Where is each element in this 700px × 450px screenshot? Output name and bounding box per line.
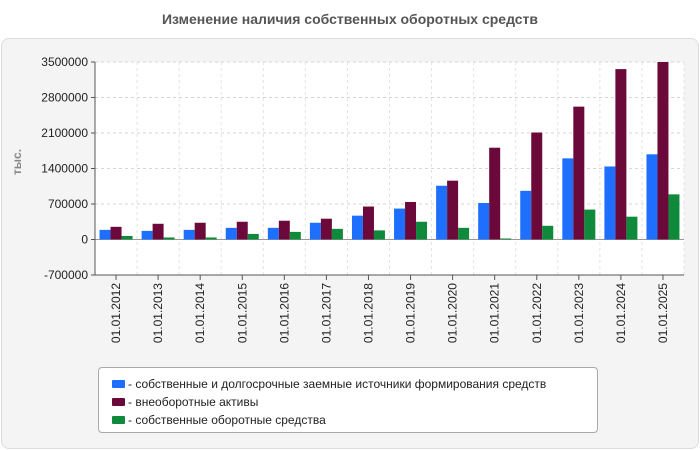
- x-tick-label: 01.01.2023: [572, 283, 586, 343]
- x-tick-label: 01.01.2014: [193, 283, 207, 343]
- bar: [668, 194, 680, 240]
- bar: [236, 221, 248, 240]
- legend-swatch-sources: [112, 380, 125, 388]
- legend-label-sources: -: [128, 377, 136, 391]
- bar: [416, 221, 428, 240]
- bar: [247, 233, 259, 240]
- legend-text-working-capital: собственные оборотные средства: [135, 413, 326, 427]
- bar: [520, 190, 532, 240]
- bar: [141, 230, 153, 240]
- bar: [447, 180, 459, 240]
- legend-text-sources: собственные и долгосрочные заемные источ…: [135, 377, 547, 391]
- y-tick-label: 2100000: [41, 126, 88, 140]
- y-tick-label: 700000: [48, 197, 88, 211]
- bar: [489, 147, 501, 240]
- bar: [320, 218, 332, 240]
- bar: [573, 106, 585, 240]
- bar: [278, 220, 290, 240]
- bar: [436, 185, 448, 240]
- legend-item-sources: - собственные и долгосрочные заемные ист…: [99, 375, 597, 393]
- bar: [562, 158, 574, 240]
- bar: [99, 229, 111, 240]
- bar: [309, 222, 321, 240]
- legend-swatch-fixed-assets: [112, 398, 125, 406]
- x-tick-label: 01.01.2018: [361, 283, 375, 343]
- x-tick-label: 01.01.2022: [530, 283, 544, 343]
- y-axis-label: тыс.: [10, 149, 24, 175]
- legend-label-working-capital: -: [128, 413, 136, 427]
- bar: [225, 227, 237, 240]
- bar: [646, 154, 658, 240]
- x-tick-label: 01.01.2019: [404, 283, 418, 343]
- bar: [351, 215, 363, 240]
- bar: [615, 69, 627, 240]
- bar: [542, 225, 554, 240]
- x-tick-label: 01.01.2021: [488, 283, 502, 343]
- bar: [205, 237, 217, 240]
- bar: [183, 229, 195, 240]
- legend-swatch-working-capital: [112, 416, 125, 424]
- bar: [331, 228, 343, 240]
- y-tick-label: 0: [81, 233, 88, 247]
- bar: [604, 166, 616, 240]
- bar: [163, 237, 175, 240]
- chart-title: Изменение наличия собственных оборотных …: [161, 11, 539, 27]
- legend-item-fixed-assets: - внеоборотные активы: [99, 393, 597, 411]
- bar: [373, 230, 385, 240]
- bar: [110, 226, 122, 240]
- legend-item-working-capital: - собственные оборотные средства: [99, 411, 597, 429]
- x-tick-label: 01.01.2016: [277, 283, 291, 343]
- bar: [657, 62, 669, 240]
- x-tick-label: 01.01.2015: [235, 283, 249, 343]
- y-tick-label: 2800000: [41, 91, 88, 105]
- bar: [194, 222, 206, 240]
- bar: [458, 227, 470, 240]
- legend-label-fixed-assets: -: [128, 395, 136, 409]
- legend-text-fixed-assets: внеоборотные активы: [135, 395, 259, 409]
- x-tick-label: 01.01.2013: [151, 283, 165, 343]
- bar: [405, 201, 417, 240]
- bar: [626, 216, 638, 240]
- bar: [500, 238, 512, 240]
- y-tick-label: 1400000: [41, 162, 88, 176]
- bar: [267, 227, 279, 240]
- bar: [152, 223, 164, 240]
- bar: [394, 208, 406, 240]
- bar: [584, 209, 596, 240]
- bar: [362, 206, 374, 240]
- y-tick-label: -700000: [44, 268, 88, 282]
- chart-legend: - собственные и долгосрочные заемные ист…: [98, 367, 598, 433]
- bar: [478, 202, 490, 240]
- y-tick-label: 3500000: [41, 55, 88, 69]
- x-tick-label: 01.01.2020: [446, 283, 460, 343]
- bar: [121, 235, 133, 240]
- x-tick-label: 01.01.2012: [109, 283, 123, 343]
- bar: [531, 132, 543, 240]
- x-tick-label: 01.01.2025: [656, 283, 670, 343]
- bar: [289, 231, 301, 240]
- x-tick-label: 01.01.2024: [614, 283, 628, 343]
- x-tick-label: 01.01.2017: [319, 283, 333, 343]
